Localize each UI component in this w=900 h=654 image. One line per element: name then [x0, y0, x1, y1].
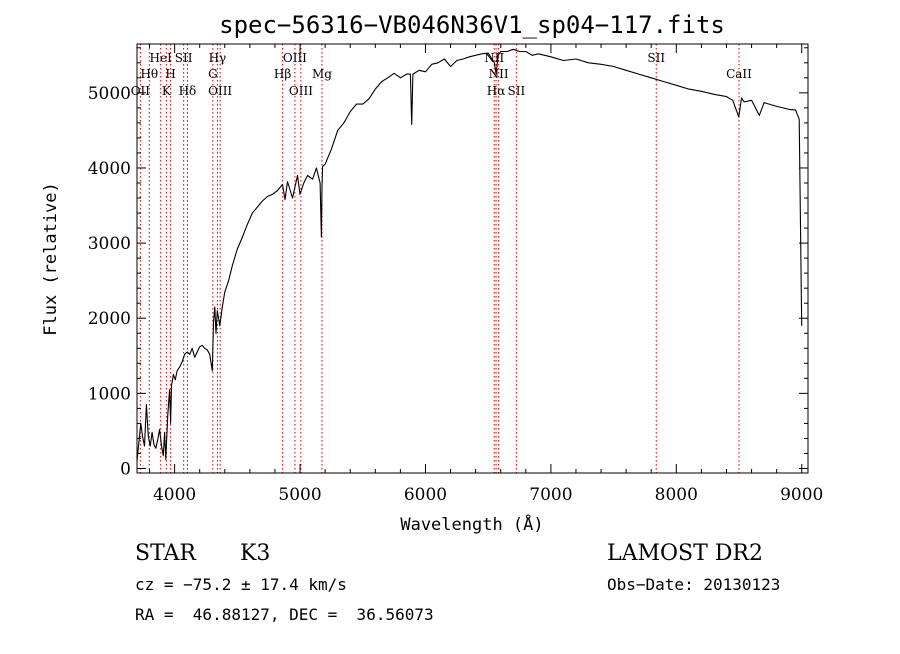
- survey-name: LAMOST DR2: [607, 541, 763, 566]
- line-label: SII: [647, 51, 665, 65]
- line-label: OII: [131, 84, 151, 98]
- line-label: K: [162, 84, 172, 98]
- line-label: NII: [489, 67, 509, 81]
- line-label: Hδ: [179, 84, 197, 98]
- line-label: Hθ: [140, 67, 158, 81]
- plot-frame: [136, 43, 809, 474]
- x-tick-label: 9000: [780, 485, 823, 505]
- x-axis-label: Wavelength (Å): [400, 513, 543, 535]
- obs-date: Obs−Date: 20130123: [607, 575, 780, 594]
- y-tick-label: 2000: [88, 309, 131, 329]
- redshift-text: cz = −75.2 ± 17.4 km/s: [135, 575, 347, 594]
- spectral-line-markers: [139, 44, 740, 473]
- spectrum-line: [136, 48, 803, 462]
- x-axis-ticks: 4000 5000 6000 7000 8000 9000: [149, 44, 823, 505]
- line-label: OIII: [289, 84, 313, 98]
- x-tick-label: 4000: [153, 485, 196, 505]
- y-tick-label: 3000: [88, 234, 131, 254]
- line-label: Hβ: [274, 67, 291, 81]
- line-label: Hα: [487, 84, 506, 98]
- spectral-subclass: K3: [240, 541, 270, 566]
- line-label: Hγ: [209, 51, 227, 65]
- line-label: G: [208, 67, 218, 81]
- y-tick-label: 5000: [88, 84, 131, 104]
- line-label: CaII: [726, 67, 752, 81]
- y-axis-label: Flux (relative): [41, 182, 61, 336]
- y-axis-ticks: 0 1000 2000 3000 4000 5000: [88, 47, 808, 479]
- chart-title: spec−56316−VB046N36V1_sp04−117.fits: [219, 11, 725, 39]
- line-label: SII: [508, 84, 526, 98]
- line-label: Mg: [312, 67, 332, 81]
- y-tick-label: 1000: [88, 384, 131, 404]
- line-label: HeI: [150, 51, 173, 65]
- line-label: H: [165, 67, 175, 81]
- coordinates: RA = 46.88127, DEC = 36.56073: [135, 605, 434, 624]
- spectral-line-labels: OIIHθHeIKHSIIHδHγGOIIIOIIIHβOIIIMgNIINII…: [131, 51, 752, 98]
- spectrum-layer: [136, 48, 803, 462]
- x-tick-label: 8000: [655, 485, 698, 505]
- object-class: STAR: [135, 541, 197, 566]
- y-tick-label: 4000: [88, 159, 131, 179]
- line-label: OIII: [283, 51, 307, 65]
- x-tick-label: 6000: [404, 485, 447, 505]
- line-label: SII: [175, 51, 193, 65]
- x-tick-label: 5000: [278, 485, 321, 505]
- line-label: OIII: [208, 84, 232, 98]
- x-tick-label: 7000: [529, 485, 572, 505]
- y-tick-label: 0: [120, 459, 131, 479]
